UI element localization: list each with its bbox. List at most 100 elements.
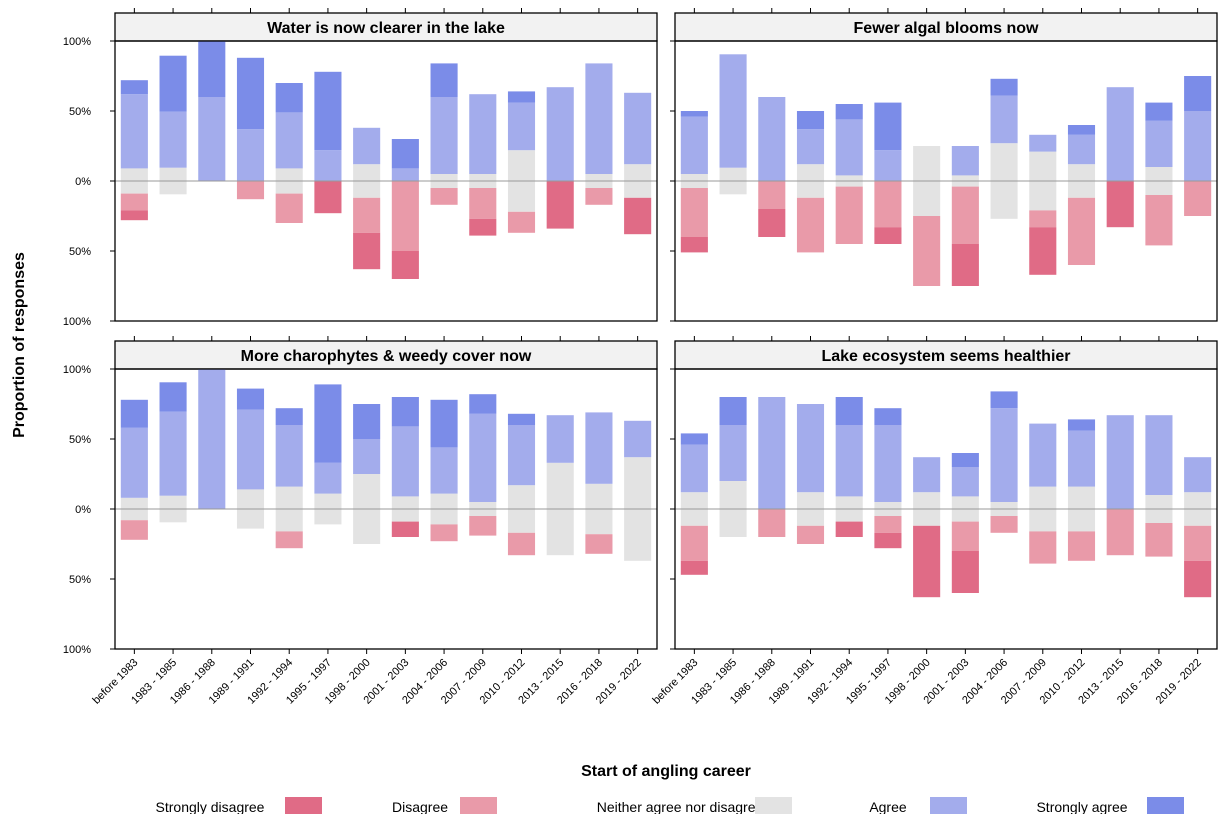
bar-segment (874, 532, 902, 549)
panel-title: Fewer algal blooms now (854, 20, 1039, 37)
bar-segment (120, 80, 148, 95)
bar-segment (469, 394, 497, 414)
bar-segment (1029, 531, 1057, 564)
panel-frame (674, 368, 1218, 650)
bar-segment (507, 532, 536, 556)
bar-segment (1145, 120, 1173, 167)
bar-segment (314, 384, 342, 463)
bar-segment (391, 181, 419, 251)
panel-strip (114, 340, 658, 370)
legend-swatch (460, 797, 497, 814)
bar-segment (835, 521, 863, 537)
bar-segment (913, 525, 941, 598)
bar-segment (275, 112, 303, 169)
y-tick-label: 100% (63, 644, 91, 656)
bar-segment (1067, 197, 1096, 265)
bar-segment (314, 150, 342, 181)
legend-label: Disagree (392, 799, 448, 814)
legend-label: Strongly disagree (156, 799, 265, 814)
bar-segment (719, 425, 747, 481)
bar-segment (198, 41, 226, 97)
bar-segment (1106, 87, 1134, 181)
bar-segment (236, 409, 265, 490)
bar-segment (990, 408, 1018, 502)
bar-segment (874, 150, 902, 181)
bar-segment (624, 420, 652, 458)
y-tick-label: 100% (63, 316, 91, 328)
legend-label: Agree (869, 799, 907, 814)
bar-segment (874, 425, 902, 502)
panel-frame (114, 40, 658, 322)
y-tick-label: 50% (69, 574, 91, 586)
panel-strip (114, 12, 658, 42)
x-axis-title: Start of angling career (581, 763, 751, 780)
bar-segment (546, 181, 574, 229)
bar-segment (951, 146, 979, 176)
bar-segment (758, 509, 786, 537)
panel-strip (674, 12, 1218, 42)
bar-segment (430, 97, 458, 174)
panel-strip (674, 340, 1218, 370)
bar-segment (835, 397, 863, 425)
bar-segment (430, 188, 458, 205)
bar-segment (1029, 227, 1057, 275)
bar-segment (469, 188, 497, 219)
panel: More charophytes & weedy cover now 100% 50… (63, 336, 658, 707)
bar-segment (874, 181, 902, 228)
bar-segment (430, 447, 458, 494)
bar-segment (353, 439, 381, 474)
bar-segment (758, 97, 786, 181)
bar-segment (1184, 111, 1212, 181)
bar-segment (546, 87, 574, 181)
bar-segment (120, 399, 148, 428)
panel-frame (114, 368, 658, 650)
bar-segment (198, 97, 226, 181)
bar-segment (391, 426, 419, 497)
bar-segment (624, 197, 652, 235)
bar-segment (990, 516, 1018, 533)
bar-segment (469, 218, 497, 236)
y-tick-label: 50% (69, 434, 91, 446)
bar-segment (1145, 195, 1173, 246)
bar-segment (120, 520, 148, 540)
bar-segment (546, 415, 574, 463)
y-tick-label: 50% (69, 106, 91, 118)
panel: Fewer algal blooms now (670, 8, 1218, 322)
legend: Strongly disagree Disagree Neither agree n… (156, 797, 1184, 814)
bar-segment (391, 397, 419, 427)
bar-segment (719, 397, 747, 425)
bar-segment (507, 413, 536, 425)
bar-segment (1106, 509, 1134, 556)
y-tick-label: 0% (75, 504, 91, 516)
panel-title: Lake ecosystem seems healthier (821, 348, 1070, 365)
bar-segment (951, 521, 979, 551)
bar-segment (796, 404, 825, 493)
bar-segment (1067, 430, 1096, 487)
bar-segment (585, 188, 613, 205)
bar-segment (1145, 102, 1173, 121)
bar-segment (719, 54, 747, 168)
bar-segment (1145, 415, 1173, 495)
bar-segment (585, 412, 613, 484)
bar-segment (159, 55, 187, 112)
legend-label: Strongly agree (1036, 799, 1127, 814)
bar-segment (835, 119, 863, 176)
bar-segment (1067, 134, 1096, 165)
bar-segment (913, 457, 941, 493)
bar-segment (391, 521, 419, 537)
bar-segment (758, 209, 786, 237)
bar-segment (120, 193, 148, 211)
bar-segment (159, 111, 187, 168)
bar-segment (236, 181, 265, 200)
bar-segment (874, 408, 902, 425)
bar-segment (1067, 125, 1096, 135)
bar-segment (507, 91, 536, 103)
bar-segment (236, 57, 265, 130)
legend-swatch (285, 797, 322, 814)
bar-segment (951, 453, 979, 467)
bar-segment (1067, 531, 1096, 561)
bar-segment (1029, 423, 1057, 487)
